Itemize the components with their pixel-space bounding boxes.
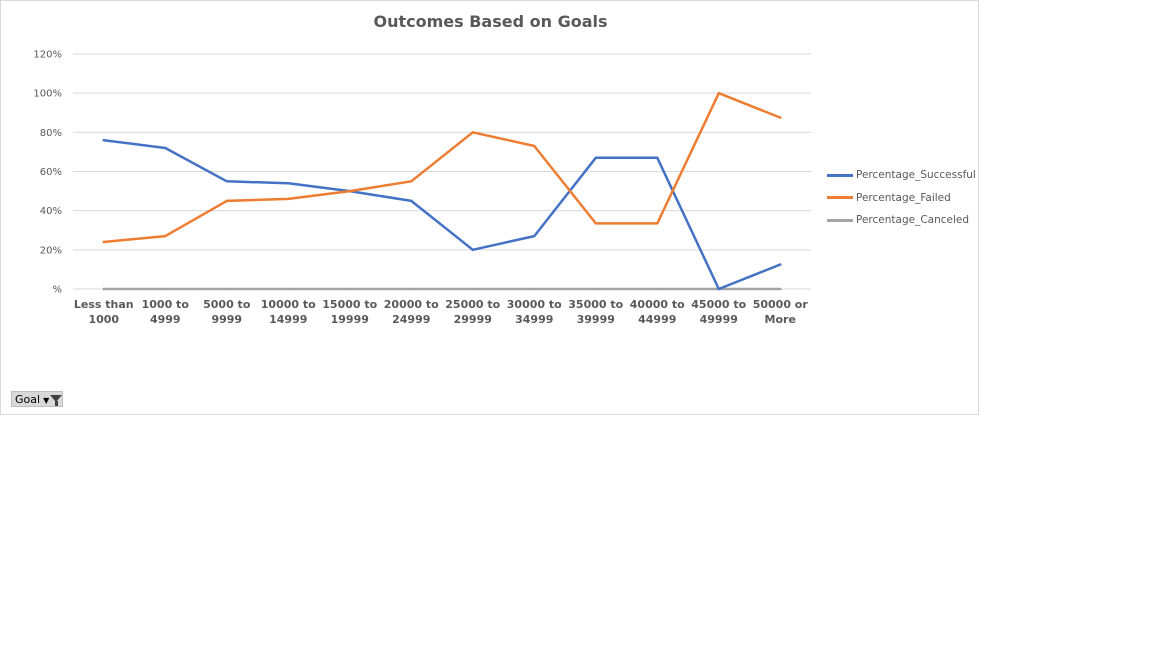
data-point (533, 145, 535, 147)
y-tick-label: 20% (40, 245, 62, 256)
legend-swatch-canceled (827, 219, 853, 222)
data-point (164, 288, 166, 290)
y-tick-label: 100% (33, 89, 62, 100)
x-tick-label: 4999 (150, 313, 181, 326)
data-point (410, 288, 412, 290)
data-point (533, 288, 535, 290)
x-tick-label: 25000 to (445, 298, 500, 311)
data-point (779, 263, 781, 265)
goal-filter-label: Goal (15, 393, 40, 406)
x-tick-label: 49999 (700, 313, 738, 326)
data-point (779, 116, 781, 118)
x-tick-label: 24999 (392, 313, 430, 326)
x-tick-label: 39999 (577, 313, 615, 326)
x-tick-label: Less than (74, 298, 134, 311)
series-line-percentage_failed (104, 93, 781, 242)
x-tick-label: 19999 (331, 313, 369, 326)
data-point (226, 180, 228, 182)
filter-funnel-icon (50, 395, 62, 402)
x-tick-label: 10000 to (261, 298, 316, 311)
x-tick-label: 15000 to (322, 298, 377, 311)
x-tick-label: 9999 (211, 313, 242, 326)
data-point (410, 180, 412, 182)
data-point (164, 235, 166, 237)
x-tick-label: 14999 (269, 313, 307, 326)
data-point (287, 198, 289, 200)
data-point (410, 200, 412, 202)
x-tick-label: 29999 (454, 313, 492, 326)
dropdown-arrow-icon: ▼ (43, 396, 49, 405)
data-point (779, 288, 781, 290)
y-tick-label: 40% (40, 206, 62, 217)
data-point (718, 288, 720, 290)
legend-label-failed: Percentage_Failed (856, 192, 951, 204)
legend-label-successful: Percentage_Successful (856, 169, 976, 181)
data-point (595, 157, 597, 159)
chart-area: Outcomes Based on Goals % 20% 40% 60% 80% 100… (0, 0, 979, 415)
data-point (287, 182, 289, 184)
data-point (164, 147, 166, 149)
y-tick-label: 120% (33, 50, 62, 61)
chart-legend: Percentage_Successful Percentage_Failed … (827, 164, 976, 232)
x-tick-label: 5000 to (203, 298, 251, 311)
data-point (656, 222, 658, 224)
data-point (718, 92, 720, 94)
data-point (595, 288, 597, 290)
data-point (103, 139, 105, 141)
data-point (287, 288, 289, 290)
goal-filter-button[interactable]: Goal ▼ (11, 391, 63, 407)
data-point (472, 288, 474, 290)
data-point (349, 190, 351, 192)
x-tick-label: More (765, 313, 796, 326)
x-tick-label: 1000 to (142, 298, 190, 311)
x-tick-label: 35000 to (568, 298, 623, 311)
data-point (103, 241, 105, 243)
y-tick-label: 60% (40, 167, 62, 178)
x-tick-label: 20000 to (384, 298, 439, 311)
data-point (226, 288, 228, 290)
data-point (472, 131, 474, 133)
x-tick-label: 40000 to (630, 298, 685, 311)
x-tick-label: 1000 (88, 313, 119, 326)
legend-item-canceled: Percentage_Canceled (827, 209, 976, 232)
data-point (595, 222, 597, 224)
data-point (103, 288, 105, 290)
data-point (226, 200, 228, 202)
legend-item-successful: Percentage_Successful (827, 164, 976, 187)
data-point (533, 235, 535, 237)
data-point (349, 288, 351, 290)
x-tick-label: 45000 to (691, 298, 746, 311)
x-tick-label: 30000 to (507, 298, 562, 311)
x-tick-label: 34999 (515, 313, 553, 326)
legend-item-failed: Percentage_Failed (827, 187, 976, 210)
legend-swatch-successful (827, 174, 853, 177)
legend-label-canceled: Percentage_Canceled (856, 214, 969, 226)
x-tick-label: 50000 or (753, 298, 809, 311)
x-tick-label: 44999 (638, 313, 676, 326)
data-point (656, 288, 658, 290)
legend-swatch-failed (827, 196, 853, 199)
data-point (472, 249, 474, 251)
data-point (656, 157, 658, 159)
y-tick-label: % (52, 285, 62, 296)
y-tick-label: 80% (40, 128, 62, 139)
